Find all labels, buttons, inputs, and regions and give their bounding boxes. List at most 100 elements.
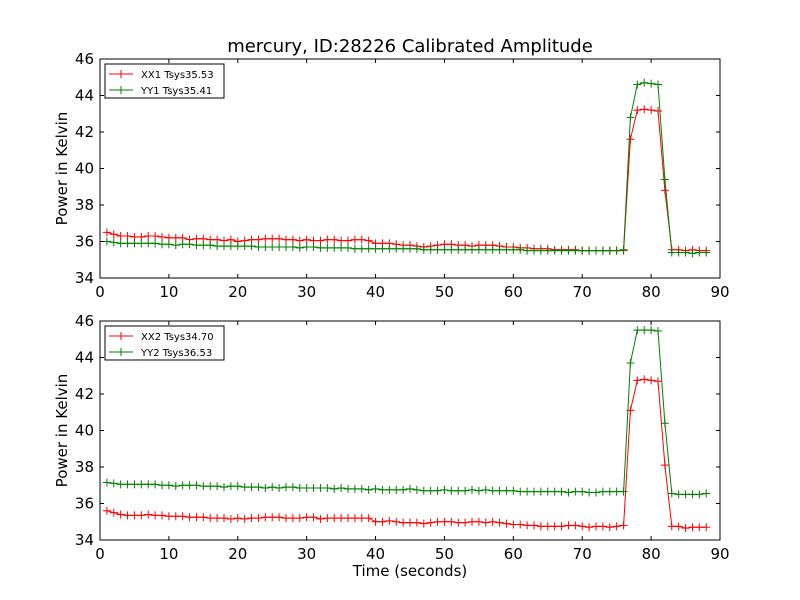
data-point-marker bbox=[275, 513, 284, 522]
data-point-marker bbox=[378, 244, 387, 253]
data-point-marker bbox=[660, 461, 669, 470]
data-point-marker bbox=[261, 483, 270, 492]
data-point-marker bbox=[585, 523, 594, 532]
data-point-marker bbox=[316, 243, 325, 252]
data-point-marker bbox=[130, 239, 139, 248]
data-point-marker bbox=[433, 245, 442, 254]
legend-label: YY1 Tsys35.41 bbox=[140, 86, 212, 97]
data-point-marker bbox=[151, 511, 160, 520]
data-point-marker bbox=[254, 483, 263, 492]
data-point-marker bbox=[598, 522, 607, 531]
data-point-marker bbox=[213, 482, 222, 491]
data-point-marker bbox=[474, 517, 483, 526]
data-point-marker bbox=[171, 512, 180, 521]
data-point-marker bbox=[605, 487, 614, 496]
data-point-marker bbox=[516, 245, 525, 254]
data-point-marker bbox=[612, 487, 621, 496]
data-point-marker bbox=[660, 175, 669, 184]
data-point-marker bbox=[240, 242, 249, 251]
data-point-marker bbox=[399, 244, 408, 253]
data-point-marker bbox=[123, 480, 132, 489]
data-point-marker bbox=[523, 521, 532, 530]
data-point-marker bbox=[550, 522, 559, 531]
data-point-marker bbox=[295, 236, 304, 245]
data-point-marker bbox=[199, 482, 208, 491]
data-point-marker bbox=[426, 245, 435, 254]
data-point-marker bbox=[364, 485, 373, 494]
data-point-marker bbox=[268, 242, 277, 251]
data-point-marker bbox=[275, 234, 284, 243]
data-point-marker bbox=[102, 478, 111, 487]
data-point-marker bbox=[468, 245, 476, 254]
x-tick-label: 70 bbox=[573, 283, 592, 301]
data-point-marker bbox=[164, 512, 173, 521]
data-point-marker bbox=[309, 513, 318, 522]
data-point-marker bbox=[364, 236, 373, 245]
data-point-marker bbox=[330, 235, 339, 244]
data-point-marker bbox=[206, 241, 215, 250]
data-point-marker bbox=[399, 485, 408, 494]
chart-title: mercury, ID:28226 Calibrated Amplitude bbox=[227, 36, 593, 57]
data-point-marker bbox=[344, 243, 352, 252]
data-point-marker bbox=[557, 487, 566, 496]
data-point-marker bbox=[392, 244, 401, 253]
data-point-marker bbox=[102, 228, 111, 237]
data-point-marker bbox=[288, 242, 297, 251]
data-point-marker bbox=[440, 245, 449, 254]
data-point-marker bbox=[261, 234, 270, 243]
y-tick-label: 46 bbox=[75, 50, 94, 68]
data-point-marker bbox=[592, 522, 600, 531]
data-point-marker bbox=[185, 240, 194, 249]
data-point-marker bbox=[412, 485, 421, 494]
plot-bottom: 0 10 20 30 40 50 60 70 80 90 34 36 38 40 42 44 46 Power i… bbox=[53, 312, 730, 563]
data-point-marker bbox=[137, 239, 146, 248]
data-point-marker bbox=[302, 513, 311, 522]
data-point-marker bbox=[502, 486, 511, 495]
data-point-marker bbox=[337, 514, 346, 523]
data-point-marker bbox=[357, 484, 366, 493]
x-tick-label: 10 bbox=[159, 283, 178, 301]
y-tick-label: 34 bbox=[75, 531, 94, 549]
data-point-marker bbox=[254, 242, 263, 251]
data-point-marker bbox=[461, 486, 470, 495]
data-point-marker bbox=[178, 481, 187, 490]
data-point-marker bbox=[109, 230, 118, 239]
data-point-marker bbox=[523, 246, 532, 255]
data-point-marker bbox=[109, 508, 118, 517]
data-point-marker bbox=[109, 238, 118, 247]
data-point-marker bbox=[426, 486, 435, 495]
data-point-marker bbox=[660, 186, 669, 195]
data-point-marker bbox=[640, 375, 649, 384]
data-point-marker bbox=[226, 515, 235, 524]
data-point-marker bbox=[488, 486, 497, 495]
data-point-marker bbox=[323, 483, 332, 492]
data-point-marker bbox=[158, 511, 166, 520]
data-point-marker bbox=[509, 486, 518, 495]
series-line-2 bbox=[106, 82, 707, 254]
data-point-marker bbox=[543, 246, 552, 255]
data-point-marker bbox=[316, 483, 325, 492]
data-point-marker bbox=[192, 481, 201, 490]
data-point-marker bbox=[605, 523, 614, 532]
data-point-marker bbox=[220, 483, 228, 492]
data-point-marker bbox=[144, 480, 153, 489]
x-tick-label: 30 bbox=[297, 283, 316, 301]
data-point-marker bbox=[282, 235, 290, 244]
data-point-marker bbox=[178, 240, 187, 249]
data-point-marker bbox=[640, 105, 649, 114]
data-point-marker bbox=[612, 522, 621, 531]
data-point-marker bbox=[619, 521, 628, 530]
data-point-marker bbox=[116, 232, 125, 241]
x-tick-label: 80 bbox=[642, 283, 661, 301]
x-tick-label: 50 bbox=[435, 283, 454, 301]
data-point-marker bbox=[406, 518, 414, 527]
data-point-marker bbox=[302, 483, 311, 492]
data-point-marker bbox=[247, 514, 256, 523]
data-point-marker bbox=[330, 484, 339, 493]
data-point-marker bbox=[116, 480, 125, 489]
x-tick-label: 60 bbox=[504, 283, 523, 301]
x-tick-label: 90 bbox=[710, 545, 729, 563]
data-point-marker bbox=[337, 483, 346, 492]
data-point-marker bbox=[468, 485, 476, 494]
